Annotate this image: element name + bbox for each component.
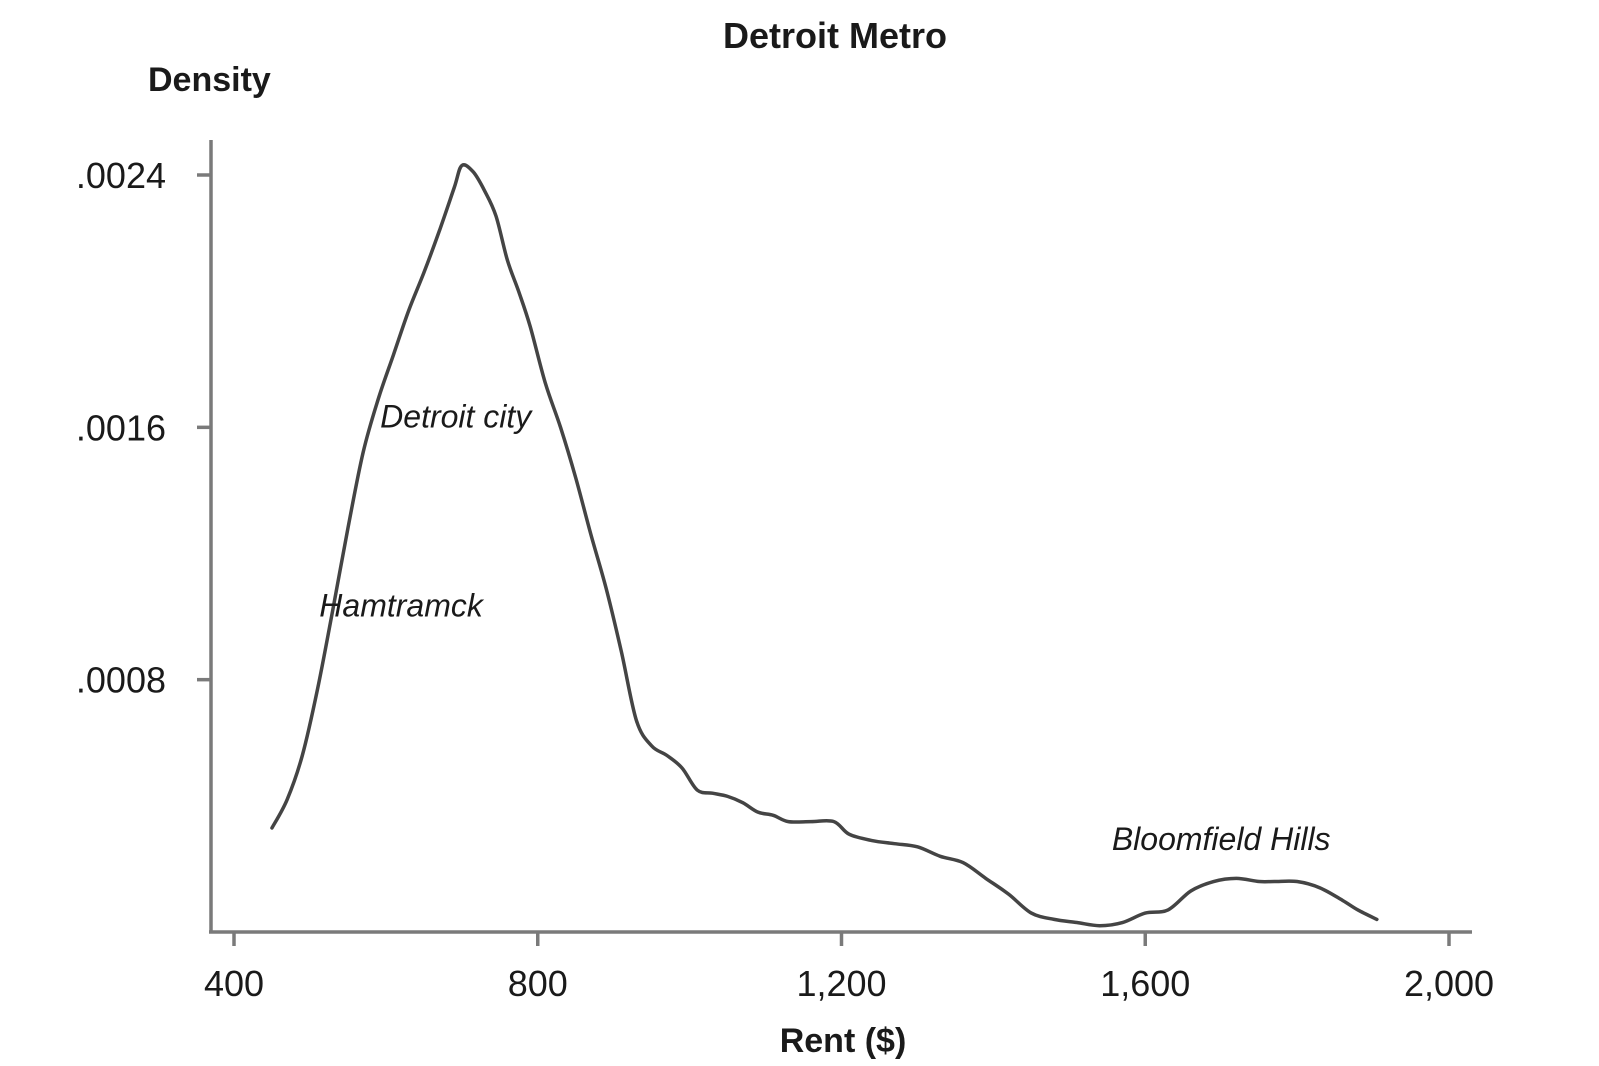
x-tick-label: 1,600 bbox=[1100, 963, 1190, 1004]
y-tick-label: .0024 bbox=[76, 155, 166, 196]
annotation-label: Bloomfield Hills bbox=[1112, 821, 1331, 857]
y-tick-label: .0008 bbox=[76, 660, 166, 701]
x-tick-label: 2,000 bbox=[1404, 963, 1494, 1004]
annotation-label: Detroit city bbox=[380, 398, 533, 434]
series-layer bbox=[270, 163, 1379, 928]
y-axis-label: Density bbox=[148, 61, 271, 99]
x-tick-label: 1,200 bbox=[796, 963, 886, 1004]
x-axis-label: Rent ($) bbox=[780, 1022, 907, 1060]
x-tick-label: 400 bbox=[204, 963, 264, 1004]
x-tick-label: 800 bbox=[508, 963, 568, 1004]
y-axis-ticks: .0008 .0016 .0024 bbox=[76, 155, 211, 701]
annotation-layer: Detroit city Hamtramck Bloomfield Hills bbox=[319, 398, 1330, 857]
annotation-label: Hamtramck bbox=[319, 588, 485, 624]
chart-title: Detroit Metro bbox=[723, 15, 947, 56]
density-series-line bbox=[270, 163, 1379, 928]
y-tick-label: .0016 bbox=[76, 407, 166, 448]
x-axis-ticks: 400 800 1,200 1,600 2,000 bbox=[204, 932, 1494, 1004]
